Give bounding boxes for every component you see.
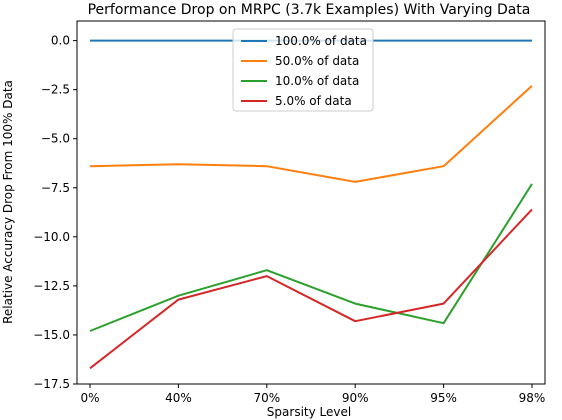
y-tick-label: −17.5	[33, 377, 70, 391]
x-tick-label: 70%	[253, 391, 280, 405]
y-tick-label: −2.5	[41, 83, 70, 97]
y-axis-label: Relative Accuracy Drop From 100% Data	[1, 80, 15, 324]
x-axis: 0% 40% 70% 90% 95% 98%	[80, 384, 545, 405]
legend-box	[232, 28, 374, 112]
legend: 100.0% of data 50.0% of data 10.0% of data…	[232, 28, 374, 112]
series-line-2	[89, 85, 533, 183]
plot-frame	[76, 20, 546, 385]
y-tick-label: −5.0	[41, 132, 70, 146]
y-tick-label: 0.0	[51, 34, 70, 48]
y-tick-label: −10.0	[33, 230, 70, 244]
y-axis: 0.0 −2.5 −5.0 −7.5 −10.0 −12.5 −15.0 −17.5	[33, 34, 77, 391]
chart-title: Performance Drop on MRPC (3.7k Examples)…	[88, 2, 531, 18]
y-tick-label: −15.0	[33, 328, 70, 342]
x-tick-label: 98%	[519, 391, 546, 405]
x-tick-label: 0%	[80, 391, 99, 405]
x-tick-label: 90%	[342, 391, 369, 405]
plot-area	[76, 20, 546, 385]
series-line-3	[89, 183, 533, 332]
legend-entry: 50.0% of data	[275, 54, 359, 68]
y-tick-label: −7.5	[41, 181, 70, 195]
y-tick-label: −12.5	[33, 279, 70, 293]
legend-entry: 100.0% of data	[275, 34, 367, 48]
series-line-4	[89, 208, 533, 370]
x-tick-label: 95%	[430, 391, 457, 405]
x-tick-label: 40%	[165, 391, 192, 405]
legend-entry: 5.0% of data	[275, 94, 352, 108]
x-axis-label: Sparsity Level	[267, 405, 351, 419]
legend-entry: 10.0% of data	[275, 74, 359, 88]
